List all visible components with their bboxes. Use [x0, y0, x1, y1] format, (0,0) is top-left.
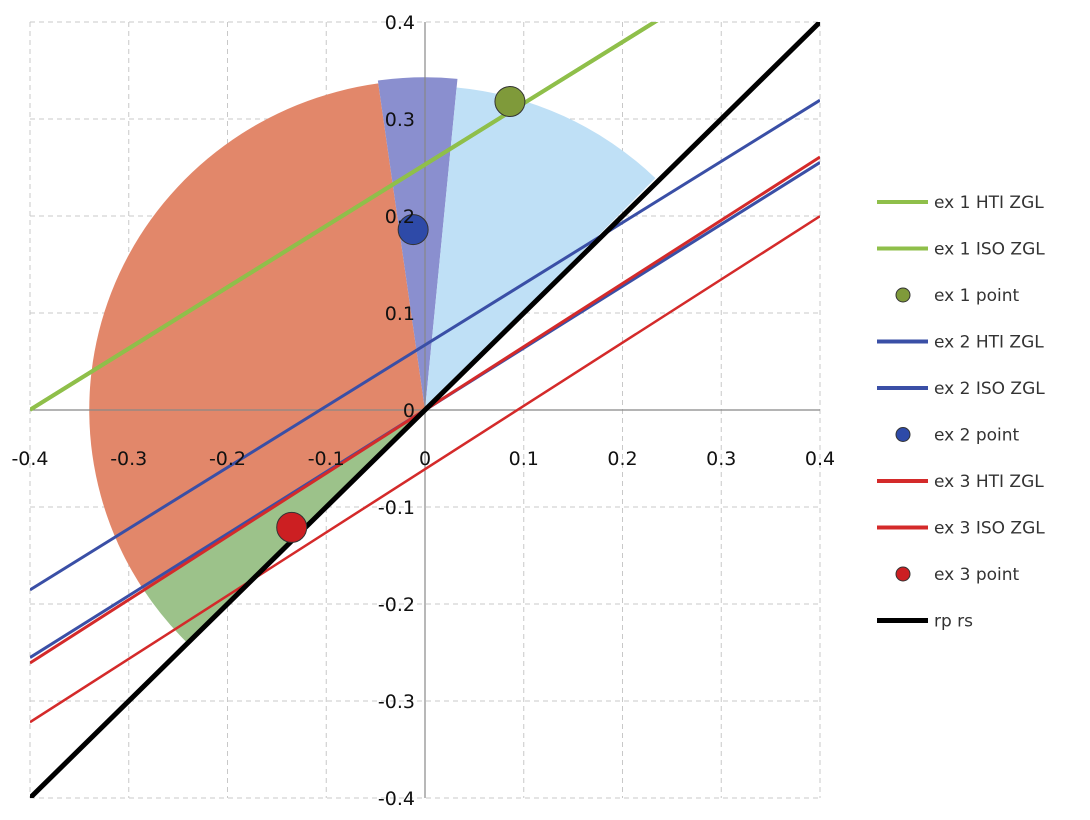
series-line [30, 215, 820, 724]
y-tick-label: 0.1 [385, 303, 415, 325]
legend-label: rp rs [934, 612, 973, 632]
y-tick-label: 0.4 [385, 12, 415, 34]
x-tick-label: -0.3 [110, 448, 147, 470]
series-line [30, 98, 820, 592]
legend-label: ex 3 HTI ZGL [934, 472, 1044, 492]
y-tick-label: -0.2 [378, 594, 415, 616]
legend-label: ex 3 ISO ZGL [934, 519, 1045, 539]
legend-label: ex 2 point [934, 426, 1020, 446]
series-point [494, 86, 526, 118]
legend: ex 1 HTI ZGL ex 1 ISO ZGL ex 1 point ex 2 H… [877, 193, 1045, 632]
legend-point-swatch [895, 287, 911, 303]
y-tick-label: -0.3 [378, 691, 415, 713]
legend-point-swatch [895, 427, 911, 442]
y-tick-label: 0.3 [385, 109, 415, 131]
legend-label: ex 1 ISO ZGL [934, 240, 1045, 260]
series-point [397, 214, 429, 246]
x-tick-label: 0.2 [607, 448, 637, 470]
series-lines [30, 22, 820, 798]
y-tick-label: -0.4 [378, 788, 415, 810]
lightblue-sector [425, 87, 656, 411]
y-tick-label: 0 [403, 400, 415, 422]
x-tick-label: -0.1 [308, 448, 345, 470]
x-tick-label: 0.1 [509, 448, 539, 470]
series-points [276, 86, 526, 543]
legend-label: ex 1 HTI ZGL [934, 193, 1044, 213]
x-tick-label: 0 [419, 448, 431, 470]
legend-label: ex 3 point [934, 565, 1020, 585]
x-tick-label: -0.2 [209, 448, 246, 470]
x-tick-label: -0.4 [11, 448, 48, 470]
legend-label: ex 2 ISO ZGL [934, 379, 1045, 399]
tick-labels: -0.4 -0.3 -0.2 -0.1 0 0.1 0.2 0.3 0.4 0.4 0.3 0.2 0.… [11, 12, 835, 810]
x-tick-label: 0.4 [805, 448, 835, 470]
series-line [30, 22, 820, 798]
legend-label: ex 1 point [934, 286, 1020, 306]
legend-point-swatch [895, 566, 911, 582]
sectors [89, 77, 656, 644]
legend-label: ex 2 HTI ZGL [934, 333, 1044, 353]
y-tick-label: 0.2 [385, 206, 415, 228]
y-tick-label: -0.1 [378, 497, 415, 519]
series-point [276, 511, 308, 543]
series-line [30, 22, 659, 412]
x-tick-label: 0.3 [706, 448, 736, 470]
